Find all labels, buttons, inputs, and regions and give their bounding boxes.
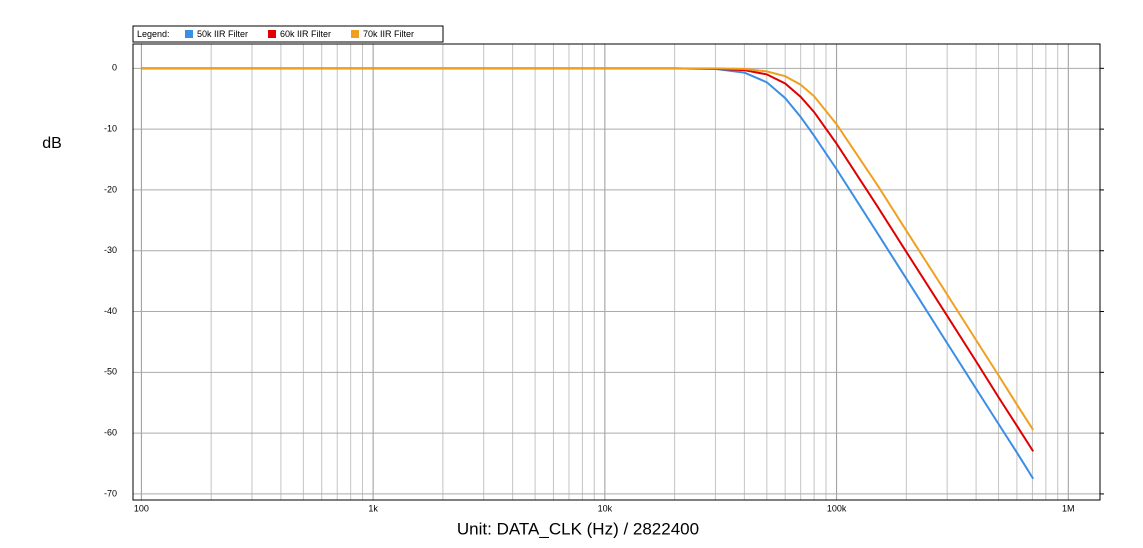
- line-series: [141, 67, 1035, 431]
- y-axis-label: dB: [42, 135, 62, 152]
- y-tick-label: -70: [104, 488, 117, 498]
- legend-box: [132, 25, 444, 43]
- x-tick-label: 10k: [598, 503, 613, 513]
- y-tick-label: -30: [104, 245, 117, 255]
- legend-label: 60k IIR Filter: [280, 29, 331, 39]
- y-tick-label: 0: [112, 63, 117, 73]
- legend-swatch: [351, 30, 359, 38]
- x-tick-label: 100: [134, 503, 149, 513]
- legend-label: 50k IIR Filter: [197, 29, 248, 39]
- y-tick-label: -40: [104, 306, 117, 316]
- y-tick-label: -10: [104, 123, 117, 133]
- y-tick-label: -50: [104, 367, 117, 377]
- legend-label: 70k IIR Filter: [363, 29, 414, 39]
- x-axis-label: Unit: DATA_CLK (Hz) / 2822400: [457, 519, 699, 538]
- plot-frame: [132, 43, 1101, 501]
- legend-swatch: [268, 30, 276, 38]
- y-tick-label: -60: [104, 427, 117, 437]
- x-tick-label: 100k: [827, 503, 847, 513]
- legend-swatch: [185, 30, 193, 38]
- x-tick-label: 1M: [1062, 503, 1075, 513]
- y-tick-label: -20: [104, 184, 117, 194]
- legend-title: Legend:: [137, 29, 170, 39]
- x-tick-label: 1k: [368, 503, 378, 513]
